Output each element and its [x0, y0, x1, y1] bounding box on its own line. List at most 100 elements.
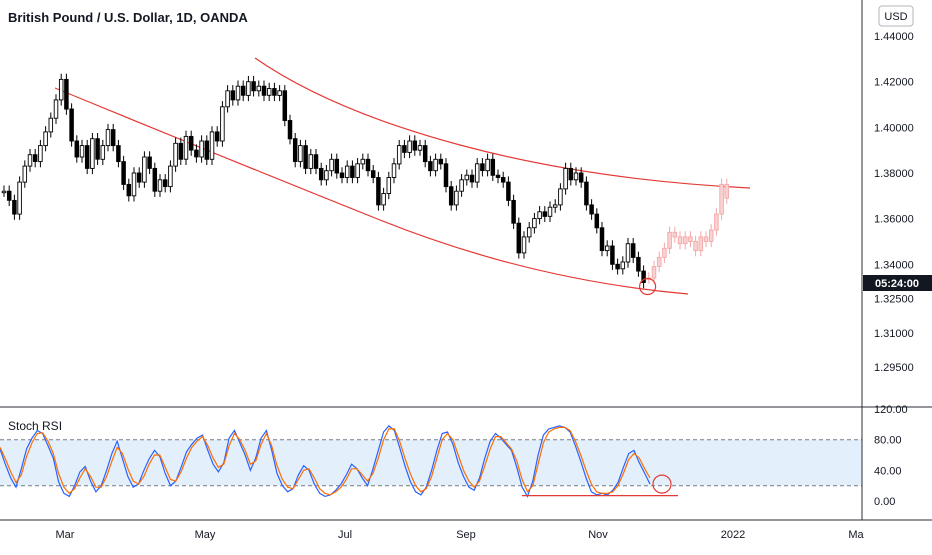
price-candle	[407, 140, 412, 153]
price-candle	[27, 154, 33, 167]
price-candle	[641, 270, 646, 283]
price-candle	[64, 78, 69, 110]
price-candle	[552, 204, 558, 208]
price-candle	[506, 181, 511, 201]
projection-candle	[708, 229, 714, 242]
price-candle	[22, 165, 28, 183]
price-tick-label: 1.38000	[874, 168, 914, 180]
price-candle	[53, 99, 59, 119]
price-candle	[126, 183, 132, 197]
price-candle	[199, 140, 204, 158]
price-candle	[402, 145, 407, 153]
price-candle	[292, 138, 298, 162]
price-candle	[459, 179, 464, 192]
projection-candle	[703, 236, 709, 242]
price-candle	[147, 156, 152, 169]
time-ticks: Mar May Jul Sep Nov 2022 Ma	[56, 529, 865, 541]
price-candle	[381, 193, 386, 206]
price-candle	[417, 145, 423, 151]
price-candle	[168, 165, 173, 188]
price-candle	[69, 108, 74, 142]
price-candle	[412, 140, 418, 151]
price-candle	[329, 158, 334, 172]
stoch-rsi-tick-label: 40.00	[874, 465, 902, 477]
price-candle	[308, 154, 314, 169]
lower-channel-line	[54, 87, 689, 295]
price-candle	[303, 145, 308, 169]
price-candle	[105, 129, 111, 147]
stoch-rsi-ticks: 120.00 80.00 40.00 0.00	[874, 404, 908, 508]
price-tick-label: 1.44000	[874, 31, 914, 43]
price-candle	[490, 158, 496, 176]
price-candle	[204, 140, 210, 160]
stoch-rsi-k-line	[0, 425, 651, 498]
price-candle	[261, 85, 267, 96]
price-candle	[266, 88, 272, 96]
price-candle	[334, 158, 340, 174]
price-candle	[422, 145, 428, 163]
price-candle	[272, 88, 277, 96]
price-candle	[287, 120, 293, 140]
price-candle	[162, 179, 168, 188]
price-candle	[500, 177, 506, 183]
price-candle	[84, 145, 90, 169]
price-candle	[370, 170, 376, 178]
price-ticks: 1.44000 1.42000 1.40000 1.38000 1.36000 1.340…	[874, 31, 914, 374]
price-candle	[521, 236, 527, 254]
time-tick-label: Sep	[456, 529, 476, 541]
price-candle	[121, 161, 126, 185]
price-candle	[79, 145, 85, 158]
price-candle	[251, 81, 256, 92]
stoch-rsi-tick-label: 80.00	[874, 435, 902, 447]
price-tick-label: 1.32500	[874, 294, 914, 306]
price-candle	[339, 172, 345, 179]
price-candle	[464, 174, 470, 181]
projection-candle	[719, 183, 724, 215]
price-candle	[396, 145, 402, 165]
stoch-rsi-tick-label: 120.00	[874, 404, 908, 416]
price-candle	[386, 177, 392, 194]
projection-candle	[662, 247, 667, 258]
currency-badge[interactable]	[878, 5, 914, 27]
price-candle	[630, 243, 636, 258]
price-candle	[324, 170, 329, 181]
price-tick-label: 1.36000	[874, 214, 914, 226]
time-tick-label: Ma	[848, 529, 864, 541]
price-candle	[636, 256, 641, 272]
projection-candle	[724, 183, 730, 199]
price-candle	[100, 145, 106, 160]
price-candle	[625, 243, 631, 263]
time-tick-label: Jul	[338, 529, 352, 541]
price-candle	[365, 158, 371, 172]
price-tick-label: 1.31000	[874, 328, 914, 340]
price-candle	[485, 158, 490, 172]
price-candle	[350, 165, 355, 178]
price-tick-label: 1.29500	[874, 362, 914, 374]
price-candle	[230, 90, 236, 101]
stoch-rsi-label: Stoch RSI	[8, 419, 62, 433]
price-candle	[313, 154, 319, 169]
price-candle	[225, 90, 230, 108]
price-candle	[360, 158, 366, 165]
price-candle	[246, 81, 251, 96]
price-candle	[391, 163, 397, 178]
price-candle	[355, 163, 360, 178]
price-candle	[152, 167, 158, 192]
price-candle	[136, 172, 142, 183]
price-candle	[578, 172, 584, 183]
price-candle	[558, 188, 563, 206]
price-candle	[469, 174, 475, 183]
price-candle	[438, 158, 444, 165]
projection-candle	[682, 236, 688, 245]
price-candle	[74, 140, 80, 158]
price-candle	[547, 206, 553, 217]
projection-candle	[677, 236, 683, 245]
price-candle	[526, 227, 532, 238]
price-candle	[480, 163, 485, 172]
price-pane	[1, 57, 751, 296]
price-low-circle	[638, 277, 657, 296]
price-candle	[110, 129, 116, 147]
price-candle	[443, 163, 449, 188]
price-tick-label: 1.34000	[874, 259, 914, 271]
